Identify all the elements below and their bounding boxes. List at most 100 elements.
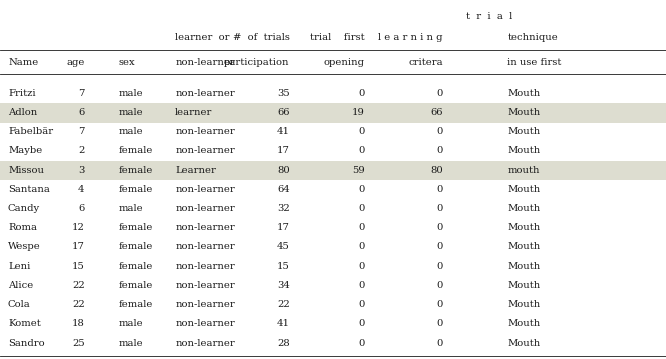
Text: Mouth: Mouth	[507, 127, 541, 136]
Text: female: female	[119, 281, 153, 290]
Text: non-learner: non-learner	[175, 319, 235, 328]
Text: female: female	[119, 262, 153, 271]
Text: learner: learner	[175, 108, 212, 117]
Text: non-learner: non-learner	[175, 300, 235, 309]
Text: 0: 0	[358, 339, 365, 348]
Text: Fabelbär: Fabelbär	[8, 127, 53, 136]
Text: non-learner: non-learner	[175, 185, 235, 194]
Text: 0: 0	[436, 89, 443, 98]
Text: 7: 7	[78, 89, 85, 98]
Text: Learner: Learner	[175, 165, 216, 175]
Text: 0: 0	[358, 89, 365, 98]
Text: Name: Name	[8, 58, 38, 67]
Text: Sandro: Sandro	[8, 339, 45, 348]
Text: sex: sex	[119, 58, 135, 67]
Text: critera: critera	[408, 58, 443, 67]
Text: 22: 22	[277, 300, 290, 309]
Text: 0: 0	[358, 185, 365, 194]
Text: Mouth: Mouth	[507, 146, 541, 155]
Text: participation: participation	[224, 58, 290, 67]
Text: #  of  trials: # of trials	[233, 33, 290, 42]
Bar	[0, 161, 666, 180]
Text: 22: 22	[72, 281, 85, 290]
Text: Mouth: Mouth	[507, 108, 541, 117]
Text: 41: 41	[276, 319, 290, 328]
Text: 3: 3	[78, 165, 85, 175]
Text: trial    first: trial first	[310, 33, 365, 42]
Text: Mouth: Mouth	[507, 319, 541, 328]
Text: female: female	[119, 165, 153, 175]
Text: 0: 0	[436, 339, 443, 348]
Text: female: female	[119, 185, 153, 194]
Text: 59: 59	[352, 165, 365, 175]
Text: Alice: Alice	[8, 281, 33, 290]
Text: 0: 0	[358, 262, 365, 271]
Text: Mouth: Mouth	[507, 185, 541, 194]
Text: non-learner: non-learner	[175, 58, 235, 67]
Text: 0: 0	[358, 281, 365, 290]
Text: 0: 0	[436, 300, 443, 309]
Text: Cola: Cola	[8, 300, 31, 309]
Bar	[0, 103, 666, 122]
Text: non-learner: non-learner	[175, 281, 235, 290]
Text: Mouth: Mouth	[507, 281, 541, 290]
Text: 28: 28	[277, 339, 290, 348]
Text: Mouth: Mouth	[507, 262, 541, 271]
Text: 0: 0	[436, 242, 443, 252]
Text: 12: 12	[72, 223, 85, 232]
Text: 0: 0	[436, 319, 443, 328]
Text: non-learner: non-learner	[175, 242, 235, 252]
Text: Mouth: Mouth	[507, 242, 541, 252]
Text: 32: 32	[277, 204, 290, 213]
Text: male: male	[119, 89, 143, 98]
Text: 15: 15	[72, 262, 85, 271]
Text: 19: 19	[352, 108, 365, 117]
Text: Adlon: Adlon	[8, 108, 37, 117]
Text: 34: 34	[277, 281, 290, 290]
Text: 25: 25	[72, 339, 85, 348]
Text: non-learner: non-learner	[175, 146, 235, 155]
Text: 0: 0	[358, 319, 365, 328]
Text: 0: 0	[436, 127, 443, 136]
Text: 80: 80	[430, 165, 443, 175]
Text: in use first: in use first	[507, 58, 562, 67]
Text: Mouth: Mouth	[507, 339, 541, 348]
Text: 17: 17	[72, 242, 85, 252]
Text: male: male	[119, 204, 143, 213]
Text: Mouth: Mouth	[507, 204, 541, 213]
Text: 0: 0	[358, 127, 365, 136]
Text: non-learner: non-learner	[175, 204, 235, 213]
Text: 22: 22	[72, 300, 85, 309]
Text: 15: 15	[277, 262, 290, 271]
Text: non-learner: non-learner	[175, 89, 235, 98]
Text: 0: 0	[436, 281, 443, 290]
Text: 6: 6	[79, 204, 85, 213]
Text: Candy: Candy	[8, 204, 40, 213]
Text: 80: 80	[277, 165, 290, 175]
Text: 17: 17	[277, 223, 290, 232]
Text: 0: 0	[436, 204, 443, 213]
Text: non-learner: non-learner	[175, 339, 235, 348]
Text: 0: 0	[358, 146, 365, 155]
Text: 0: 0	[358, 204, 365, 213]
Text: 35: 35	[277, 89, 290, 98]
Text: 2: 2	[78, 146, 85, 155]
Text: 64: 64	[277, 185, 290, 194]
Text: female: female	[119, 300, 153, 309]
Text: male: male	[119, 127, 143, 136]
Text: 0: 0	[436, 146, 443, 155]
Text: female: female	[119, 242, 153, 252]
Text: female: female	[119, 146, 153, 155]
Text: 41: 41	[276, 127, 290, 136]
Text: male: male	[119, 108, 143, 117]
Text: female: female	[119, 223, 153, 232]
Text: 4: 4	[78, 185, 85, 194]
Text: t  r  i  a  l: t r i a l	[466, 11, 513, 21]
Text: 0: 0	[436, 223, 443, 232]
Text: Mouth: Mouth	[507, 89, 541, 98]
Text: 0: 0	[436, 185, 443, 194]
Text: Mouth: Mouth	[507, 223, 541, 232]
Text: non-learner: non-learner	[175, 262, 235, 271]
Text: non-learner: non-learner	[175, 127, 235, 136]
Text: opening: opening	[324, 58, 365, 67]
